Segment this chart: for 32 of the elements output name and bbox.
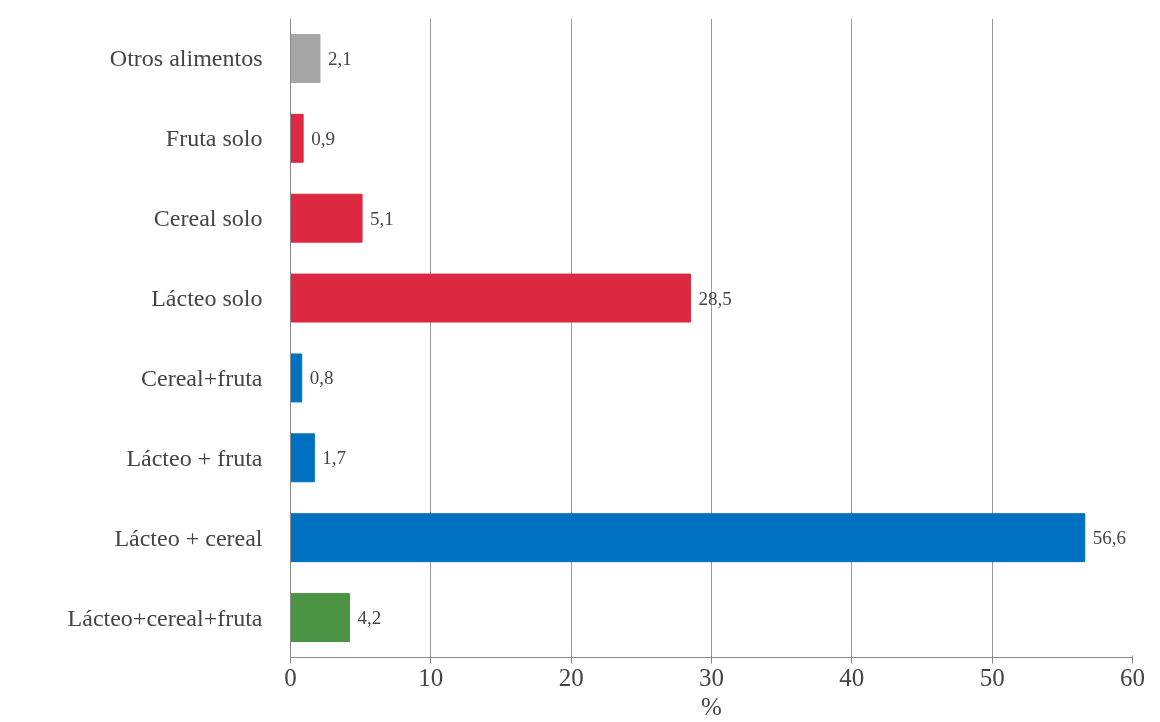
bar xyxy=(290,353,303,403)
x-tick-label: 60 xyxy=(1120,663,1145,691)
x-tick-label: 30 xyxy=(699,663,724,691)
bar xyxy=(290,113,304,163)
y-tick-label: Lácteo solo xyxy=(151,285,263,312)
x-tick-label: 20 xyxy=(558,663,584,691)
y-tick-label: Lácteo+cereal+fruta xyxy=(67,604,263,631)
data-label: 0,9 xyxy=(311,127,335,149)
bar xyxy=(290,513,1086,563)
y-tick-label: Cereal+fruta xyxy=(141,364,263,391)
data-label: 2,1 xyxy=(327,47,352,69)
data-label: 1,7 xyxy=(322,447,347,469)
y-tick-label: Lácteo + cereal xyxy=(114,524,263,551)
bar xyxy=(290,433,315,483)
y-tick-label: Lácteo + fruta xyxy=(126,444,263,471)
x-tick-label: 40 xyxy=(839,663,865,691)
bar xyxy=(290,33,321,83)
data-label: 56,6 xyxy=(1092,527,1127,549)
y-tick-label: Fruta solo xyxy=(165,125,263,152)
bar xyxy=(290,273,691,323)
y-tick-label: Otros alimentos xyxy=(109,45,263,72)
data-label: 5,1 xyxy=(370,207,394,229)
data-label: 0,8 xyxy=(309,367,334,389)
x-tick-label: 10 xyxy=(418,663,444,691)
bar xyxy=(290,593,350,643)
x-axis-title: % xyxy=(701,692,722,720)
y-tick-label: Cereal solo xyxy=(153,205,263,232)
bar xyxy=(290,193,363,243)
data-label: 28,5 xyxy=(698,287,732,309)
x-tick-label: 50 xyxy=(979,663,1005,691)
data-label: 4,2 xyxy=(357,607,382,629)
x-tick-label: 0 xyxy=(284,663,297,691)
